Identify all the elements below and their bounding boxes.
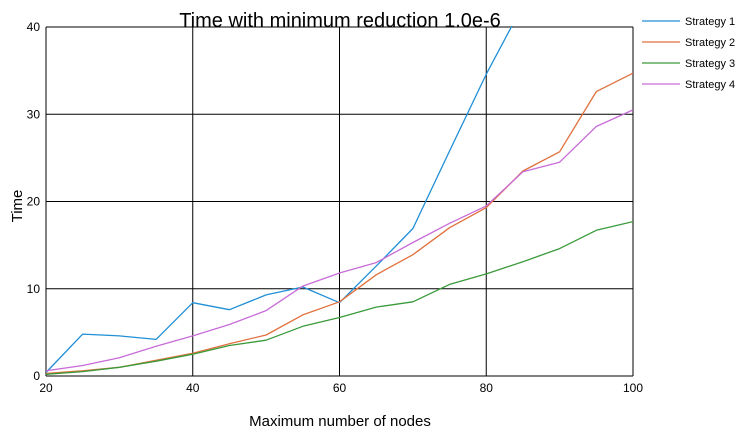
x-tick-label: 100: [623, 381, 643, 395]
x-tick-label: 40: [186, 381, 200, 395]
series-line-strategy-1: [46, 26, 513, 373]
legend-label: Strategy 3: [685, 58, 735, 70]
series-line-strategy-4: [46, 109, 633, 372]
legend-item: Strategy 2: [642, 37, 735, 49]
y-tick-label: 0: [33, 369, 40, 383]
y-tick-label: 30: [27, 107, 41, 121]
legend-item: Strategy 4: [642, 79, 735, 91]
legend-label: Strategy 2: [685, 37, 735, 49]
x-tick-label: 20: [39, 381, 53, 395]
plot-area: [46, 26, 633, 375]
legend-label: Strategy 4: [685, 79, 735, 91]
y-tick-label: 10: [27, 282, 41, 296]
legend-label: Strategy 1: [685, 16, 735, 28]
grid-lines: [46, 26, 634, 376]
x-tick-label: 80: [480, 381, 494, 395]
legend-item: Strategy 1: [642, 16, 735, 28]
legend-item: Strategy 3: [642, 58, 735, 70]
chart-title: Time with minimum reduction 1.0e-6: [179, 10, 501, 32]
axes: [45, 27, 633, 377]
tick-labels: 20 40 60 80 100 0 10 20 30 40: [27, 20, 644, 395]
y-tick-label: 40: [27, 20, 41, 34]
x-axis-label: Maximum number of nodes: [249, 413, 431, 430]
x-tick-label: 60: [333, 381, 347, 395]
y-axis-label: Time: [9, 190, 26, 223]
legend: Strategy 1 Strategy 2 Strategy 3 Strategy 4: [642, 16, 735, 91]
series-line-strategy-3: [46, 220, 633, 375]
y-tick-label: 20: [27, 195, 41, 209]
